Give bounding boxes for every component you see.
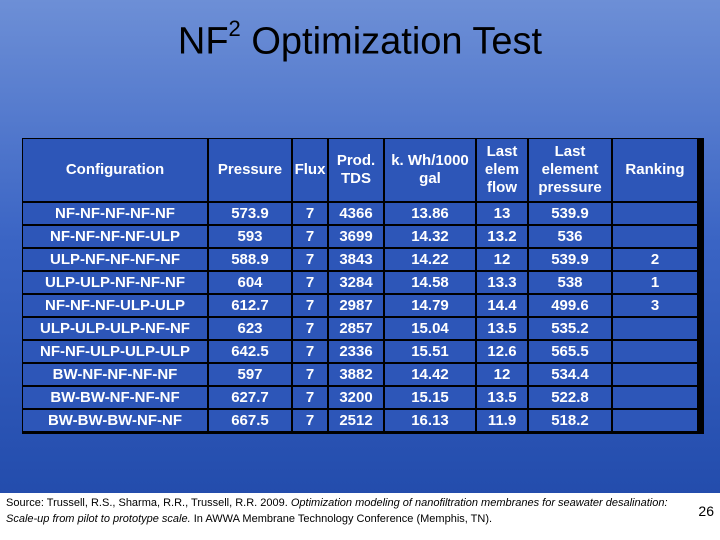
table-cell: 499.6 (529, 295, 611, 316)
footer: Source: Trussell, R.S., Sharma, R.R., Tr… (0, 493, 720, 540)
table-cell: 7 (293, 364, 327, 385)
table-cell: 13 (477, 203, 527, 224)
table-cell: BW-NF-NF-NF-NF (23, 364, 207, 385)
table-cell: NF-NF-ULP-ULP-ULP (23, 341, 207, 362)
table-cell (613, 318, 697, 339)
table-cell: NF-NF-NF-NF-NF (23, 203, 207, 224)
table-cell: 565.5 (529, 341, 611, 362)
source-citation: Source: Trussell, R.S., Sharma, R.R., Tr… (6, 497, 668, 525)
table-cell: 16.13 (385, 410, 475, 431)
table-cell: 3284 (329, 272, 383, 293)
table-cell: 535.2 (529, 318, 611, 339)
table-cell: 536 (529, 226, 611, 247)
table-cell: 7 (293, 203, 327, 224)
table-cell: 14.22 (385, 249, 475, 270)
table-cell: 534.4 (529, 364, 611, 385)
table-cell: 4366 (329, 203, 383, 224)
table-cell: 7 (293, 249, 327, 270)
header-cell: Ranking (613, 139, 697, 201)
table-cell: 539.9 (529, 203, 611, 224)
table-cell: 2512 (329, 410, 383, 431)
table-cell: 14.42 (385, 364, 475, 385)
table-cell: 13.3 (477, 272, 527, 293)
table-cell: NF-NF-NF-ULP-ULP (23, 295, 207, 316)
table-cell: 518.2 (529, 410, 611, 431)
header-cell: Configuration (23, 139, 207, 201)
table-cell: 12.6 (477, 341, 527, 362)
table-cell: 13.5 (477, 318, 527, 339)
page-number: 26 (698, 503, 714, 519)
table-cell: BW-BW-BW-NF-NF (23, 410, 207, 431)
table-cell (613, 364, 697, 385)
table-cell: ULP-NF-NF-NF-NF (23, 249, 207, 270)
table-cell: 642.5 (209, 341, 291, 362)
table-cell: 3882 (329, 364, 383, 385)
table-cell (613, 226, 697, 247)
table-cell: 7 (293, 226, 327, 247)
data-table: Configuration Pressure Flux Prod. TDS k. Wh/… (22, 138, 704, 434)
table-cell: 14.79 (385, 295, 475, 316)
table-cell: 14.58 (385, 272, 475, 293)
table-cell: 12 (477, 249, 527, 270)
table-cell: NF-NF-NF-NF-ULP (23, 226, 207, 247)
table-cell: 597 (209, 364, 291, 385)
table-cell: 522.8 (529, 387, 611, 408)
table-cell: 573.9 (209, 203, 291, 224)
table-cell: 7 (293, 341, 327, 362)
table-cell: 3200 (329, 387, 383, 408)
table-cell: 538 (529, 272, 611, 293)
header-cell: Last elem flow (477, 139, 527, 201)
table-cell: 15.51 (385, 341, 475, 362)
table-cell: 7 (293, 295, 327, 316)
table-cell: 12 (477, 364, 527, 385)
slide-title: NF2 Optimization Test (177, 16, 543, 63)
table-cell: 13.2 (477, 226, 527, 247)
table-cell: 612.7 (209, 295, 291, 316)
table-cell: 539.9 (529, 249, 611, 270)
table-cell: 13.5 (477, 387, 527, 408)
table-cell: ULP-ULP-ULP-NF-NF (23, 318, 207, 339)
table-cell: 2 (613, 249, 697, 270)
table-cell: 2336 (329, 341, 383, 362)
table-cell: 3 (613, 295, 697, 316)
table-cell: 13.86 (385, 203, 475, 224)
table-cell: 3843 (329, 249, 383, 270)
table-cell: 667.5 (209, 410, 291, 431)
table-cell: 2987 (329, 295, 383, 316)
header-cell: Pressure (209, 139, 291, 201)
table-cell: 15.04 (385, 318, 475, 339)
table-cell: 7 (293, 410, 327, 431)
table-cell: 588.9 (209, 249, 291, 270)
table-cell: 15.15 (385, 387, 475, 408)
table-cell (613, 203, 697, 224)
header-cell: Prod. TDS (329, 139, 383, 201)
table-cell: 14.4 (477, 295, 527, 316)
table-cell: 1 (613, 272, 697, 293)
table-cell: 604 (209, 272, 291, 293)
table-cell: BW-BW-NF-NF-NF (23, 387, 207, 408)
table-cell: 11.9 (477, 410, 527, 431)
header-cell: k. Wh/1000 gal (385, 139, 475, 201)
table-cell: 593 (209, 226, 291, 247)
table-cell: 7 (293, 387, 327, 408)
table-cell: 2857 (329, 318, 383, 339)
header-cell: Last element pressure (529, 139, 611, 201)
table-cell: ULP-ULP-NF-NF-NF (23, 272, 207, 293)
table-cell (613, 387, 697, 408)
table-cell: 7 (293, 318, 327, 339)
table-cell (613, 410, 697, 431)
table-cell: 7 (293, 272, 327, 293)
table-cell: 3699 (329, 226, 383, 247)
table-cell: 14.32 (385, 226, 475, 247)
table-cell: 627.7 (209, 387, 291, 408)
header-cell: Flux (293, 139, 327, 201)
title-superscript: 2 (228, 16, 241, 41)
table-cell (613, 341, 697, 362)
table-cell: 623 (209, 318, 291, 339)
